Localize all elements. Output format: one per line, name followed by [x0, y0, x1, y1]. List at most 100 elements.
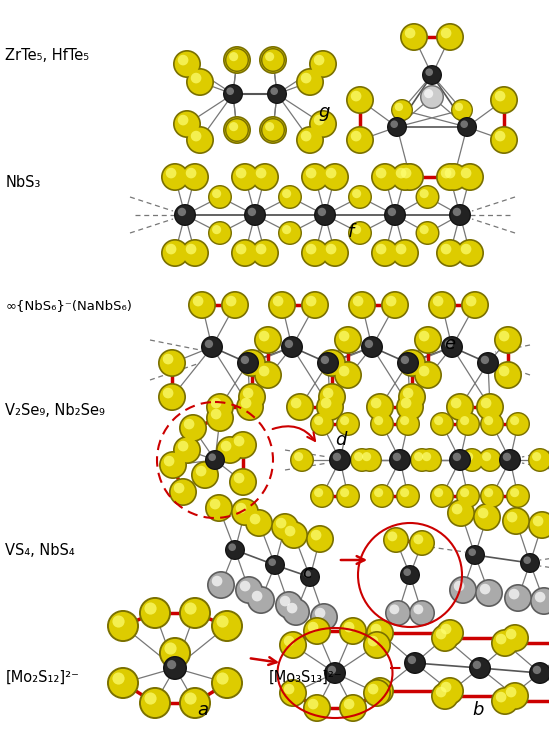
Circle shape [161, 163, 189, 191]
Circle shape [391, 99, 413, 121]
Circle shape [502, 507, 530, 535]
Circle shape [139, 597, 171, 629]
Circle shape [370, 484, 394, 508]
Circle shape [243, 388, 254, 398]
Circle shape [410, 448, 434, 472]
Circle shape [205, 340, 213, 348]
Circle shape [291, 397, 301, 408]
Circle shape [422, 65, 442, 85]
Circle shape [506, 629, 517, 640]
Circle shape [436, 619, 464, 647]
Circle shape [275, 591, 303, 619]
Circle shape [175, 205, 195, 224]
Circle shape [158, 349, 186, 377]
Circle shape [348, 291, 376, 319]
Circle shape [216, 673, 228, 684]
Circle shape [468, 548, 476, 556]
Circle shape [411, 531, 434, 554]
Circle shape [282, 523, 306, 548]
Circle shape [205, 494, 233, 522]
Circle shape [366, 393, 394, 421]
Circle shape [281, 336, 303, 358]
Circle shape [326, 244, 337, 255]
Circle shape [529, 662, 549, 684]
Circle shape [254, 326, 282, 354]
Circle shape [286, 393, 314, 421]
Circle shape [456, 484, 480, 508]
Circle shape [218, 438, 242, 462]
Circle shape [301, 131, 311, 141]
Circle shape [396, 168, 406, 178]
Circle shape [159, 637, 191, 669]
Circle shape [211, 667, 243, 699]
Circle shape [477, 352, 499, 374]
Circle shape [193, 463, 217, 487]
Circle shape [409, 530, 435, 556]
Circle shape [221, 441, 231, 451]
Circle shape [251, 163, 279, 191]
Circle shape [388, 118, 406, 136]
Circle shape [163, 388, 173, 398]
Circle shape [226, 88, 234, 95]
Circle shape [324, 662, 346, 684]
Circle shape [425, 68, 433, 76]
Circle shape [305, 619, 329, 643]
Circle shape [188, 291, 216, 319]
Circle shape [188, 127, 212, 152]
Circle shape [530, 513, 549, 537]
Circle shape [438, 620, 462, 645]
Circle shape [451, 99, 473, 121]
Circle shape [209, 573, 233, 598]
Circle shape [298, 127, 322, 152]
Circle shape [300, 567, 320, 587]
Circle shape [401, 397, 411, 408]
Circle shape [341, 619, 365, 643]
Circle shape [165, 643, 177, 654]
Circle shape [294, 452, 303, 461]
Circle shape [229, 122, 238, 131]
Circle shape [436, 163, 464, 191]
Circle shape [318, 383, 346, 411]
Circle shape [461, 121, 468, 128]
Circle shape [348, 221, 372, 245]
Circle shape [506, 484, 530, 508]
Circle shape [181, 689, 209, 717]
Circle shape [430, 412, 454, 436]
Circle shape [141, 599, 169, 627]
Circle shape [233, 500, 257, 524]
Circle shape [225, 48, 249, 72]
Circle shape [175, 112, 199, 136]
Circle shape [352, 225, 361, 234]
Circle shape [245, 509, 273, 537]
Circle shape [464, 452, 473, 461]
Circle shape [188, 70, 212, 94]
Circle shape [393, 453, 401, 461]
Circle shape [363, 631, 391, 659]
Circle shape [441, 168, 451, 178]
Circle shape [226, 541, 244, 559]
Circle shape [288, 394, 312, 420]
Circle shape [113, 615, 125, 628]
Circle shape [190, 293, 214, 317]
Text: [Mo₃S₁₃]²⁻: [Mo₃S₁₃]²⁻ [269, 670, 343, 684]
Circle shape [229, 431, 257, 459]
Circle shape [173, 436, 201, 464]
Circle shape [388, 531, 397, 541]
Circle shape [366, 619, 394, 647]
Circle shape [310, 484, 334, 508]
Circle shape [397, 394, 422, 420]
Circle shape [405, 28, 416, 38]
Circle shape [533, 516, 544, 526]
Circle shape [225, 540, 245, 560]
Circle shape [334, 326, 362, 354]
Circle shape [236, 503, 247, 514]
Circle shape [321, 163, 349, 191]
Circle shape [460, 416, 469, 425]
Circle shape [393, 241, 417, 265]
Circle shape [400, 23, 428, 51]
Circle shape [261, 118, 285, 142]
Circle shape [113, 673, 125, 684]
Circle shape [495, 91, 506, 102]
Circle shape [371, 163, 399, 191]
Circle shape [262, 49, 284, 71]
